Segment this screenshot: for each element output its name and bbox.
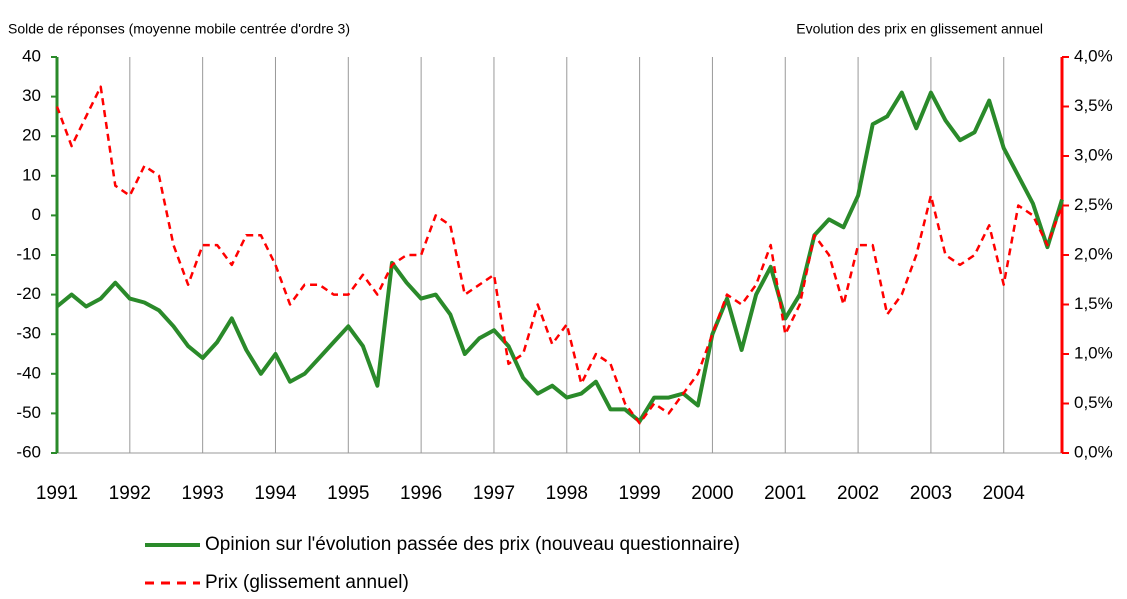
y-tick-label: 10: [22, 165, 41, 184]
series-line: [55, 90, 1064, 424]
y2-tick-label: 4,0%: [1074, 46, 1113, 65]
x-tick-label: 1999: [618, 483, 660, 504]
y2-tick-label: 3,5%: [1074, 96, 1113, 115]
y-axis-title: Solde de réponses (moyenne mobile centré…: [8, 21, 350, 37]
y-tick-label: -60: [16, 442, 41, 461]
x-tick-label: 1992: [109, 483, 151, 504]
y2-tick-label: 0,5%: [1074, 393, 1113, 412]
x-tick-label: 2000: [691, 483, 733, 504]
y2-tick-label: 3,0%: [1074, 145, 1113, 164]
y-tick-label: -30: [16, 324, 41, 343]
y-tick-label: -20: [16, 284, 41, 303]
y2-axis-title: Evolution des prix en glissement annuel: [796, 21, 1043, 37]
x-tick-label: 1998: [546, 483, 588, 504]
x-tick-label: 1995: [327, 483, 369, 504]
x-tick-label: 1993: [182, 483, 224, 504]
y2-tick-label: 2,5%: [1074, 195, 1113, 214]
y-tick-label: -40: [16, 363, 41, 382]
x-tick-label: 1996: [400, 483, 442, 504]
y-tick-label: 30: [22, 86, 41, 105]
x-tick-label: 2004: [983, 483, 1026, 504]
x-tick-label: 1991: [36, 483, 78, 504]
y2-tick-label: 1,5%: [1074, 294, 1113, 313]
y2-tick-label: 0,0%: [1074, 442, 1113, 461]
y-tick-label: -50: [16, 403, 41, 422]
y-tick-label: -10: [16, 244, 41, 263]
y2-tick-label: 1,0%: [1074, 343, 1113, 362]
x-tick-label: 2001: [764, 483, 806, 504]
x-tick-label: 2002: [837, 483, 879, 504]
x-tick-label: 2003: [910, 483, 952, 504]
legend-label: Prix (glissement annuel): [205, 572, 409, 593]
y-tick-label: 20: [22, 126, 41, 145]
x-tick-label: 1997: [473, 483, 515, 504]
x-tick-label: 1994: [254, 483, 297, 504]
y-tick-label: 0: [32, 205, 41, 224]
y2-tick-label: 2,0%: [1074, 244, 1113, 263]
legend-label: Opinion sur l'évolution passée des prix …: [205, 534, 740, 555]
series-line: [55, 85, 1064, 425]
y-tick-label: 40: [22, 46, 41, 65]
